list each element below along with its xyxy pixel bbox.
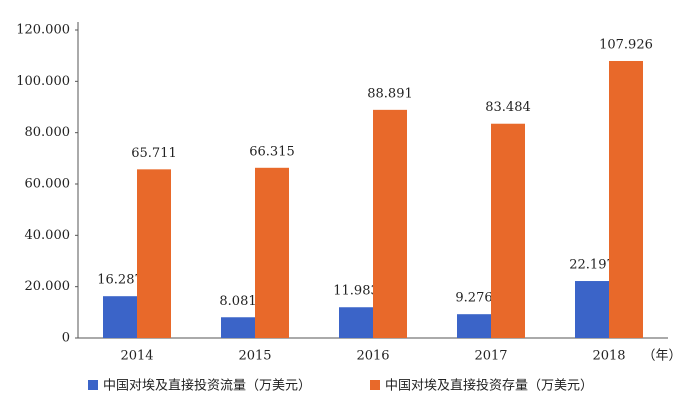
value-label: 107.926 <box>599 37 653 52</box>
value-label: 22.197 <box>569 258 615 273</box>
x-tick-label: 2016 <box>356 349 389 364</box>
bar <box>339 307 373 338</box>
value-label: 66.315 <box>249 144 295 159</box>
value-label: 8.081 <box>219 294 256 309</box>
value-label: 16.287 <box>97 273 143 288</box>
y-tick-label: 100.000 <box>16 74 70 89</box>
bar <box>373 109 407 338</box>
bar <box>137 169 171 338</box>
legend-swatch <box>370 380 380 390</box>
y-tick-label: 0 <box>62 331 70 346</box>
y-tick-label: 40.000 <box>25 228 71 243</box>
y-tick-label: 80.000 <box>25 125 71 140</box>
bar <box>457 314 491 338</box>
x-tick-label: 2018 <box>592 349 625 364</box>
legend-label: 中国对埃及直接投资存量（万美元） <box>385 378 593 394</box>
x-tick-label: 2014 <box>120 349 153 364</box>
legend-swatch <box>88 380 98 390</box>
x-tick-label: 2015 <box>238 349 271 364</box>
bar <box>221 317 255 338</box>
x-unit-label: （年） <box>642 349 681 364</box>
y-tick-label: 120.000 <box>16 23 70 38</box>
value-label: 88.891 <box>367 86 413 101</box>
value-label: 9.276 <box>455 291 492 306</box>
bar <box>491 123 525 339</box>
bar <box>575 281 609 338</box>
value-label: 65.711 <box>131 146 177 161</box>
y-tick-label: 60.000 <box>25 177 71 192</box>
legend-label: 中国对埃及直接投资流量（万美元） <box>103 378 311 394</box>
value-label: 11.983 <box>333 284 379 299</box>
bar <box>103 296 137 338</box>
bar <box>609 60 643 339</box>
value-label: 83.484 <box>485 100 531 115</box>
bar <box>255 167 289 338</box>
y-tick-label: 20.000 <box>25 279 71 294</box>
x-tick-label: 2017 <box>474 349 507 364</box>
